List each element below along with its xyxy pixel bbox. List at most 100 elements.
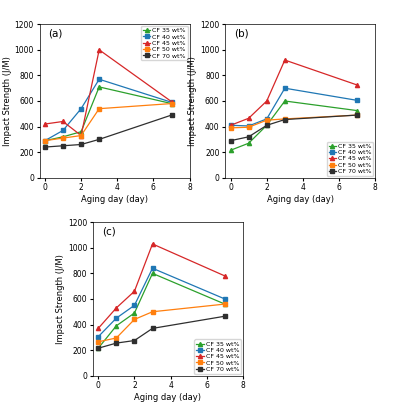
CF 50 wt%: [228, 125, 233, 130]
CF 35 wt%: [61, 135, 66, 139]
CF 35 wt%: [43, 138, 47, 143]
Line: CF 50 wt%: CF 50 wt%: [43, 101, 173, 143]
CF 45 wt%: [222, 274, 227, 278]
CF 40 wt%: [246, 124, 251, 128]
CF 40 wt%: [79, 106, 83, 111]
CF 70 wt%: [150, 326, 155, 331]
Text: (a): (a): [49, 29, 63, 39]
X-axis label: Aging day (day): Aging day (day): [134, 393, 201, 402]
CF 35 wt%: [246, 141, 251, 145]
Y-axis label: Impact Strength (J/M): Impact Strength (J/M): [56, 254, 65, 344]
CF 45 wt%: [96, 326, 101, 331]
Line: CF 40 wt%: CF 40 wt%: [43, 77, 173, 143]
CF 35 wt%: [97, 84, 102, 89]
CF 45 wt%: [97, 47, 102, 52]
CF 35 wt%: [169, 101, 174, 106]
CF 70 wt%: [282, 117, 287, 122]
CF 45 wt%: [79, 133, 83, 138]
Line: CF 70 wt%: CF 70 wt%: [96, 314, 227, 350]
CF 70 wt%: [169, 113, 174, 118]
CF 35 wt%: [150, 271, 155, 276]
Line: CF 35 wt%: CF 35 wt%: [96, 271, 227, 350]
CF 70 wt%: [228, 138, 233, 143]
CF 70 wt%: [96, 346, 101, 351]
CF 40 wt%: [96, 334, 101, 339]
Text: (c): (c): [102, 227, 116, 237]
Y-axis label: Impact Strength (J/M): Impact Strength (J/M): [3, 56, 12, 146]
CF 45 wt%: [228, 123, 233, 128]
CF 35 wt%: [222, 302, 227, 307]
CF 35 wt%: [355, 108, 359, 113]
CF 40 wt%: [228, 123, 233, 128]
CF 70 wt%: [79, 142, 83, 147]
CF 45 wt%: [114, 305, 119, 310]
CF 70 wt%: [355, 113, 359, 118]
CF 40 wt%: [132, 303, 137, 308]
CF 35 wt%: [282, 99, 287, 103]
Line: CF 70 wt%: CF 70 wt%: [228, 113, 359, 143]
CF 70 wt%: [246, 135, 251, 139]
CF 40 wt%: [150, 266, 155, 271]
CF 40 wt%: [169, 100, 174, 105]
CF 50 wt%: [79, 133, 83, 138]
CF 50 wt%: [264, 118, 269, 123]
Line: CF 40 wt%: CF 40 wt%: [96, 266, 227, 339]
X-axis label: Aging day (day): Aging day (day): [267, 195, 334, 204]
CF 45 wt%: [169, 99, 174, 104]
Line: CF 70 wt%: CF 70 wt%: [43, 113, 173, 149]
Line: CF 45 wt%: CF 45 wt%: [43, 48, 173, 138]
CF 35 wt%: [132, 311, 137, 316]
CF 50 wt%: [96, 339, 101, 344]
CF 40 wt%: [61, 128, 66, 133]
Line: CF 35 wt%: CF 35 wt%: [43, 85, 173, 143]
CF 70 wt%: [97, 137, 102, 142]
CF 35 wt%: [114, 323, 119, 328]
CF 35 wt%: [79, 129, 83, 134]
CF 40 wt%: [222, 297, 227, 301]
CF 50 wt%: [169, 101, 174, 106]
CF 45 wt%: [246, 116, 251, 121]
X-axis label: Aging day (day): Aging day (day): [81, 195, 148, 204]
CF 50 wt%: [222, 302, 227, 307]
CF 70 wt%: [114, 341, 119, 345]
CF 50 wt%: [132, 317, 137, 322]
CF 45 wt%: [264, 99, 269, 103]
CF 50 wt%: [61, 136, 66, 141]
CF 45 wt%: [132, 289, 137, 294]
CF 70 wt%: [61, 143, 66, 148]
CF 50 wt%: [114, 336, 119, 341]
Line: CF 40 wt%: CF 40 wt%: [228, 86, 359, 128]
CF 40 wt%: [43, 138, 47, 143]
Line: CF 50 wt%: CF 50 wt%: [228, 113, 359, 130]
CF 70 wt%: [222, 314, 227, 319]
CF 70 wt%: [43, 145, 47, 149]
Y-axis label: Impact Strength (J/M): Impact Strength (J/M): [188, 56, 198, 146]
CF 50 wt%: [43, 138, 47, 143]
Line: CF 45 wt%: CF 45 wt%: [228, 58, 359, 127]
CF 40 wt%: [355, 98, 359, 103]
Legend: CF 35 wt%, CF 40 wt%, CF 45 wt%, CF 50 wt%, CF 70 wt%: CF 35 wt%, CF 40 wt%, CF 45 wt%, CF 50 w…: [141, 26, 188, 61]
CF 40 wt%: [264, 116, 269, 121]
Text: (b): (b): [234, 29, 249, 39]
Line: CF 45 wt%: CF 45 wt%: [96, 242, 227, 330]
CF 50 wt%: [150, 309, 155, 314]
CF 40 wt%: [97, 77, 102, 82]
CF 70 wt%: [264, 123, 269, 128]
CF 45 wt%: [150, 242, 155, 246]
CF 45 wt%: [43, 122, 47, 126]
Legend: CF 35 wt%, CF 40 wt%, CF 45 wt%, CF 50 wt%, CF 70 wt%: CF 35 wt%, CF 40 wt%, CF 45 wt%, CF 50 w…: [194, 339, 241, 374]
CF 50 wt%: [97, 106, 102, 111]
CF 70 wt%: [132, 338, 137, 343]
Line: CF 35 wt%: CF 35 wt%: [228, 99, 359, 152]
CF 45 wt%: [282, 58, 287, 63]
CF 50 wt%: [246, 125, 251, 130]
CF 40 wt%: [282, 86, 287, 90]
CF 45 wt%: [355, 82, 359, 87]
Line: CF 50 wt%: CF 50 wt%: [96, 302, 227, 344]
CF 45 wt%: [61, 119, 66, 124]
Legend: CF 35 wt%, CF 40 wt%, CF 45 wt%, CF 50 wt%, CF 70 wt%: CF 35 wt%, CF 40 wt%, CF 45 wt%, CF 50 w…: [327, 141, 373, 176]
CF 35 wt%: [264, 123, 269, 128]
CF 35 wt%: [96, 346, 101, 351]
CF 35 wt%: [228, 148, 233, 153]
CF 40 wt%: [114, 316, 119, 321]
